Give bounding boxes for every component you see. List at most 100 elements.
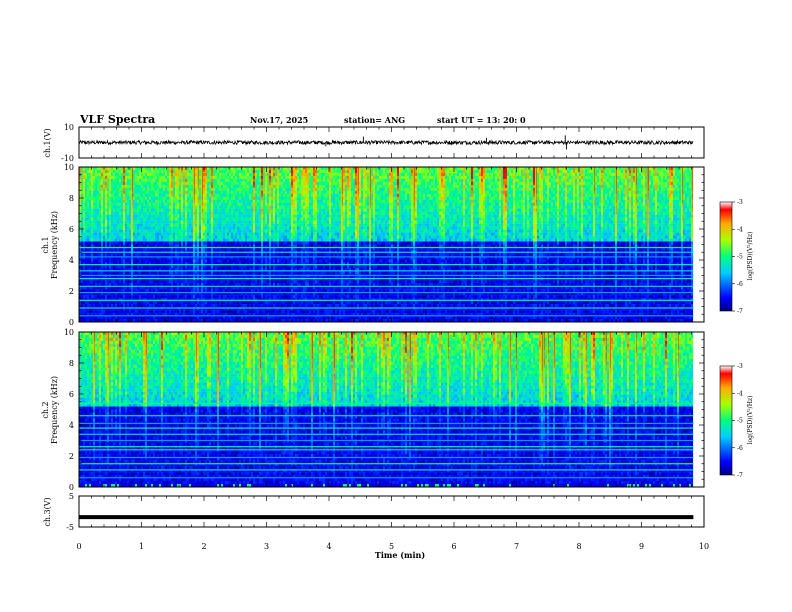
spectrogram-cell [433, 196, 436, 200]
spectrogram-cell [661, 202, 664, 206]
spectrogram-cell [465, 169, 468, 174]
spectrogram-cell [383, 181, 386, 186]
spectrogram-cell [675, 199, 678, 203]
spectrogram-cell [473, 172, 476, 177]
spectrogram-cell [95, 205, 98, 209]
spectrogram-cell [429, 193, 432, 198]
spectrogram-cell [463, 172, 466, 177]
spectrogram-cell [151, 208, 154, 212]
spectrogram-cell [677, 172, 680, 177]
spectrogram-cell [189, 196, 192, 200]
spectrogram-cell [317, 205, 320, 209]
spectrogram-cell [575, 205, 578, 209]
spectrogram-cell [211, 187, 214, 192]
spectrogram-cell [627, 172, 630, 177]
spectrogram-cell [311, 187, 314, 192]
spectrogram-cell [393, 193, 396, 198]
spectrogram-cell [305, 196, 308, 200]
spectrogram-cell [331, 178, 334, 183]
spectrogram-cell [617, 190, 620, 195]
spectrogram-cell [433, 181, 436, 186]
spectrogram-cell [679, 172, 682, 177]
spectrogram-cell [511, 184, 514, 189]
spectrogram-cell [295, 184, 298, 189]
spectrogram-cell [171, 211, 174, 215]
spectrogram-cell [679, 196, 682, 200]
spectrogram-cell [319, 199, 322, 203]
spectrogram-cell [545, 169, 548, 174]
spectrogram-cell [519, 175, 522, 180]
spectrogram-cell [567, 190, 570, 195]
spectrogram-cell [277, 199, 280, 203]
spectrogram-cell [599, 169, 602, 174]
spectrogram-cell [207, 187, 210, 192]
spectrogram-cell [537, 190, 540, 195]
spectrogram-cell [555, 193, 558, 198]
spectrogram-cell [145, 199, 148, 203]
spectrogram-cell [337, 181, 340, 186]
spectrogram-cell [449, 202, 452, 206]
spectrogram-cell [267, 167, 270, 171]
spectrogram-cell [523, 169, 526, 174]
spectrogram-cell [517, 184, 520, 189]
spectrogram-cell [419, 211, 422, 215]
spectrogram-cell [629, 199, 632, 203]
spectrogram-cell [297, 175, 300, 180]
spectrogram-cell [497, 172, 500, 177]
spectrogram-cell [377, 196, 380, 200]
spectrogram-cell [221, 211, 224, 215]
spectrogram-cell [579, 196, 582, 200]
spectrogram-cell [271, 167, 274, 171]
spectrogram-cell [639, 190, 642, 195]
spectrogram-cell [475, 190, 478, 195]
spectrogram-cell [519, 169, 522, 174]
spectrogram-cell [591, 169, 594, 174]
spectrogram-cell [429, 199, 432, 203]
spectrogram-cell [255, 208, 258, 212]
spectrogram-cell [583, 172, 586, 177]
spectrogram-cell [507, 184, 510, 189]
spectrogram-cell [599, 211, 602, 215]
spectrogram-cell [661, 196, 664, 200]
spectrogram-cell [411, 202, 414, 206]
spectrogram-cell [247, 202, 250, 206]
spectrogram-cell [443, 187, 446, 192]
spectrogram-cell [221, 205, 224, 209]
spectrogram-cell [121, 190, 124, 195]
spectrogram-cell [239, 196, 242, 200]
spectrogram-cell [283, 169, 286, 174]
spectrogram-cell [401, 196, 404, 200]
spectrogram-cell [511, 199, 514, 203]
spectrogram-cell [553, 184, 556, 189]
spectrogram-cell [505, 172, 508, 177]
spectrogram-cell [289, 181, 292, 186]
spectrogram-cell [185, 184, 188, 189]
spectrogram-cell [539, 199, 542, 203]
spectrogram-cell [643, 193, 646, 198]
spectrogram-cell [79, 175, 82, 180]
spectrogram-cell [233, 208, 236, 212]
spectrogram-cell [455, 211, 458, 215]
spectrogram-cell [449, 199, 452, 203]
spectrogram-cell [453, 175, 456, 180]
spectrogram-cell [207, 205, 210, 209]
spectrogram-cell [165, 184, 168, 189]
spectrogram-cell [563, 187, 566, 192]
spectrogram-cell [219, 208, 222, 212]
spectrogram-cell [241, 193, 244, 198]
spectrogram-cell [147, 172, 150, 177]
spectrogram-cell [315, 178, 318, 183]
spectrogram-cell [669, 205, 672, 209]
spectrogram-cell [411, 184, 414, 189]
spectrogram-cell [591, 205, 594, 209]
spectrogram-cell [365, 172, 368, 177]
spectrogram-cell [559, 187, 562, 192]
spectrogram-cell [351, 167, 354, 171]
spectrogram-cell [565, 196, 568, 200]
spectrogram-cell [159, 172, 162, 177]
spectrogram-cell [469, 190, 472, 195]
spectrogram-cell [665, 196, 668, 200]
spectrogram-cell [85, 167, 88, 171]
spectrogram-cell [91, 178, 94, 183]
spectrogram-cell [539, 184, 542, 189]
